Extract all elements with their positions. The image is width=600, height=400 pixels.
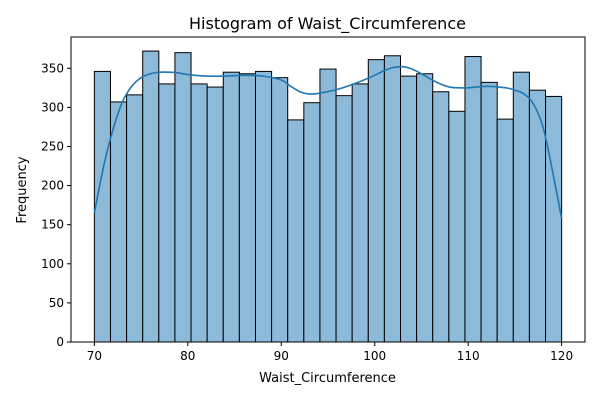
- histogram-bar: [287, 119, 305, 343]
- histogram-bar: [271, 77, 289, 343]
- histogram-bar: [335, 95, 353, 343]
- histogram-bar: [367, 59, 385, 343]
- x-tick-label: 120: [550, 349, 573, 363]
- histogram-bar: [400, 75, 418, 343]
- plot-frame: [70, 36, 586, 343]
- histogram-bar: [480, 81, 498, 343]
- histogram-bar: [383, 55, 402, 343]
- histogram-bar: [448, 110, 466, 343]
- y-tick-label: 250: [41, 139, 64, 153]
- x-tick-label: 110: [457, 349, 480, 363]
- histogram-bar: [190, 83, 208, 343]
- y-tick-label: 0: [56, 335, 64, 349]
- y-tick-label: 300: [41, 100, 64, 114]
- histogram-bar: [109, 101, 128, 343]
- histogram-bar: [319, 68, 337, 343]
- y-tick-label: 50: [49, 296, 64, 310]
- histogram-bar: [464, 56, 482, 343]
- histogram-bar: [238, 73, 256, 343]
- y-tick-label: 100: [41, 257, 64, 271]
- histogram-bar: [512, 71, 530, 343]
- histogram-bar: [351, 83, 369, 343]
- histogram-bar: [496, 118, 514, 343]
- histogram-bar: [432, 91, 450, 343]
- chart-title: Histogram of Waist_Circumference: [189, 14, 466, 34]
- histogram-bar: [303, 102, 321, 343]
- y-tick-label: 350: [41, 61, 64, 75]
- x-tick-label: 70: [87, 349, 102, 363]
- x-axis-label: Waist_Circumference: [259, 371, 396, 386]
- histogram-bar: [206, 86, 224, 343]
- y-tick-label: 200: [41, 179, 64, 193]
- histogram-bar: [222, 71, 240, 343]
- y-tick-label: 150: [41, 218, 64, 232]
- histogram-bar: [254, 70, 273, 343]
- histogram-bar: [416, 73, 434, 343]
- histogram-bar: [158, 83, 176, 343]
- histogram-bar: [174, 52, 192, 343]
- histogram-bar: [126, 94, 144, 343]
- x-tick-label: 90: [274, 349, 289, 363]
- x-tick-label: 80: [180, 349, 195, 363]
- histogram-bar: [142, 50, 160, 343]
- histogram-bar: [93, 70, 111, 343]
- x-tick-label: 100: [363, 349, 386, 363]
- histogram-bar: [545, 95, 563, 343]
- kde-curve: [93, 65, 563, 219]
- y-axis-label: Frequency: [15, 156, 30, 223]
